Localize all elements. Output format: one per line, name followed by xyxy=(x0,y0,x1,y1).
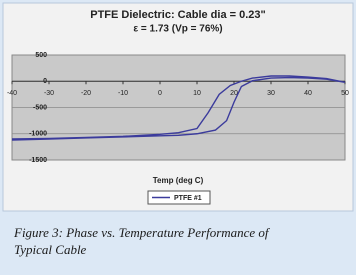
x-tick-label: -40 xyxy=(7,90,17,97)
x-tick-label: -10 xyxy=(118,90,128,97)
x-tick-label: 50 xyxy=(341,90,349,97)
x-tick-label: 30 xyxy=(267,90,275,97)
chart-title: PTFE Dielectric: Cable dia = 0.23" xyxy=(90,9,265,21)
legend-label: PTFE #1 xyxy=(174,195,202,202)
x-tick-label: 10 xyxy=(193,90,201,97)
caption-line: Figure 3: Phase vs. Temperature Performa… xyxy=(13,225,271,240)
chart-subtitle: ε = 1.73 (Vp = 76%) xyxy=(133,24,222,35)
data-line xyxy=(11,75,346,141)
x-axis-title: Temp (deg C) xyxy=(153,176,204,185)
y-tick-label: -1500 xyxy=(29,157,47,164)
caption-line: Typical Cable xyxy=(14,242,87,257)
y-tick-label: 500 xyxy=(35,52,47,59)
x-tick-label: 40 xyxy=(304,90,312,97)
y-tick-label: -1000 xyxy=(29,131,47,138)
x-tick-label: -20 xyxy=(81,90,91,97)
x-tick-label: -30 xyxy=(44,90,54,97)
legend xyxy=(147,190,211,205)
y-tick-label: -500 xyxy=(33,104,47,111)
x-tick-label: 0 xyxy=(158,90,162,97)
x-tick-label: 20 xyxy=(230,90,238,97)
